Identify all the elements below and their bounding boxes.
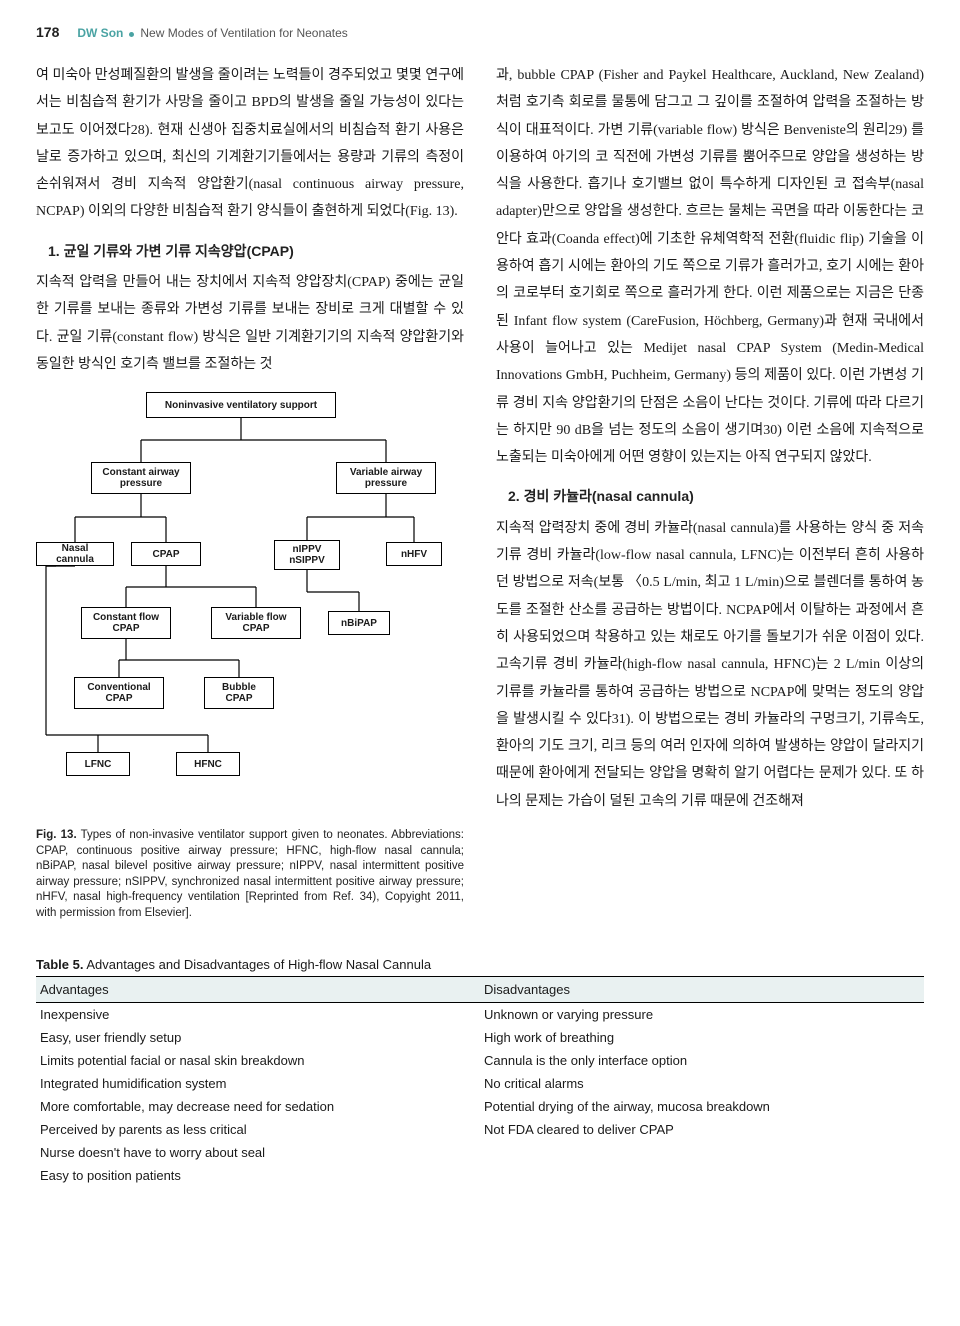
cell-advantage: Limits potential facial or nasal skin br… [36, 1049, 480, 1072]
running-header: 178 DW Son New Modes of Ventilation for … [36, 24, 924, 40]
box-nhfv: nHFV [386, 542, 442, 566]
left-para-1: 여 미숙아 만성폐질환의 발생을 줄이려는 노력들이 경주되었고 몇몇 연구에서… [36, 62, 464, 226]
box-nippv: nIPPV nSIPPV [274, 540, 340, 570]
table-row: Easy to position patients [36, 1164, 924, 1187]
subhead-nasal-cannula: 2. 경비 카뉼라(nasal cannula) [496, 483, 924, 510]
box-constant-airway: Constant airway pressure [91, 462, 191, 494]
left-sub1-text: 지속적 압력을 만들어 내는 장치에서 지속적 양압장치(CPAP) 중에는 균… [36, 269, 464, 378]
cell-disadvantage: No critical alarms [480, 1072, 924, 1095]
box-noninvasive-support: Noninvasive ventilatory support [146, 392, 336, 418]
cell-disadvantage: Potential drying of the airway, mucosa b… [480, 1095, 924, 1118]
right-para-1: 과, bubble CPAP (Fisher and Paykel Health… [496, 62, 924, 471]
flowchart-area: Noninvasive ventilatory support Constant… [36, 392, 464, 822]
flowchart-connectors [36, 392, 456, 792]
figure-13: Noninvasive ventilatory support Constant… [36, 392, 464, 921]
box-bubble-cpap: Bubble CPAP [204, 677, 274, 709]
cell-advantage: Nurse doesn't have to worry about seal [36, 1141, 480, 1164]
table-5-label: Table 5. [36, 957, 83, 972]
left-column: 여 미숙아 만성폐질환의 발생을 줄이려는 노력들이 경주되었고 몇몇 연구에서… [36, 62, 464, 931]
figure-13-label: Fig. 13. [36, 829, 77, 841]
header-title: New Modes of Ventilation for Neonates [140, 26, 347, 40]
box-nasal-cannula: Nasal cannula [36, 542, 114, 566]
box-cpap: CPAP [131, 542, 201, 566]
box-lfnc: LFNC [66, 752, 130, 776]
table-row: Limits potential facial or nasal skin br… [36, 1049, 924, 1072]
table-5: Advantages Disadvantages InexpensiveUnkn… [36, 976, 924, 1187]
box-variable-airway: Variable airway pressure [336, 462, 436, 494]
right-column: 과, bubble CPAP (Fisher and Paykel Health… [496, 62, 924, 931]
table-row: More comfortable, may decrease need for … [36, 1095, 924, 1118]
cell-disadvantage: Unknown or varying pressure [480, 1003, 924, 1027]
table-row: Integrated humidification systemNo criti… [36, 1072, 924, 1095]
figure-13-caption-text: Types of non-invasive ventilator support… [36, 829, 464, 919]
cell-disadvantage [480, 1141, 924, 1164]
box-constant-flow-cpap: Constant flow CPAP [81, 607, 171, 639]
table-5-caption-text: Advantages and Disadvantages of High-flo… [83, 957, 431, 972]
table-5-caption: Table 5. Advantages and Disadvantages of… [36, 957, 924, 972]
table-row: Easy, user friendly setupHigh work of br… [36, 1026, 924, 1049]
figure-13-caption: Fig. 13. Types of non-invasive ventilato… [36, 828, 464, 921]
cell-disadvantage: Not FDA cleared to deliver CPAP [480, 1118, 924, 1141]
page-number: 178 [36, 24, 59, 40]
col-disadvantages: Disadvantages [480, 977, 924, 1003]
cell-advantage: More comfortable, may decrease need for … [36, 1095, 480, 1118]
body-columns: 여 미숙아 만성폐질환의 발생을 줄이려는 노력들이 경주되었고 몇몇 연구에서… [36, 62, 924, 931]
table-row: Nurse doesn't have to worry about seal [36, 1141, 924, 1164]
cell-advantage: Perceived by parents as less critical [36, 1118, 480, 1141]
cell-disadvantage: High work of breathing [480, 1026, 924, 1049]
box-variable-flow-cpap: Variable flow CPAP [211, 607, 301, 639]
right-sub2-text: 지속적 압력장치 중에 경비 카뉼라(nasal cannula)를 사용하는 … [496, 515, 924, 815]
table-header-row: Advantages Disadvantages [36, 977, 924, 1003]
cell-advantage: Easy to position patients [36, 1164, 480, 1187]
table-5-body: InexpensiveUnknown or varying pressureEa… [36, 1003, 924, 1188]
box-conventional-cpap: Conventional CPAP [74, 677, 164, 709]
box-nbipap: nBiPAP [328, 611, 390, 635]
col-advantages: Advantages [36, 977, 480, 1003]
cell-disadvantage: Cannula is the only interface option [480, 1049, 924, 1072]
table-row: Perceived by parents as less criticalNot… [36, 1118, 924, 1141]
table-row: InexpensiveUnknown or varying pressure [36, 1003, 924, 1027]
cell-advantage: Integrated humidification system [36, 1072, 480, 1095]
cell-advantage: Easy, user friendly setup [36, 1026, 480, 1049]
box-hfnc: HFNC [176, 752, 240, 776]
header-author: DW Son [77, 26, 123, 40]
subhead-cpap: 1. 균일 기류와 가변 기류 지속양압(CPAP) [36, 238, 464, 265]
separator-dot-icon [129, 32, 134, 37]
cell-disadvantage [480, 1164, 924, 1187]
cell-advantage: Inexpensive [36, 1003, 480, 1027]
